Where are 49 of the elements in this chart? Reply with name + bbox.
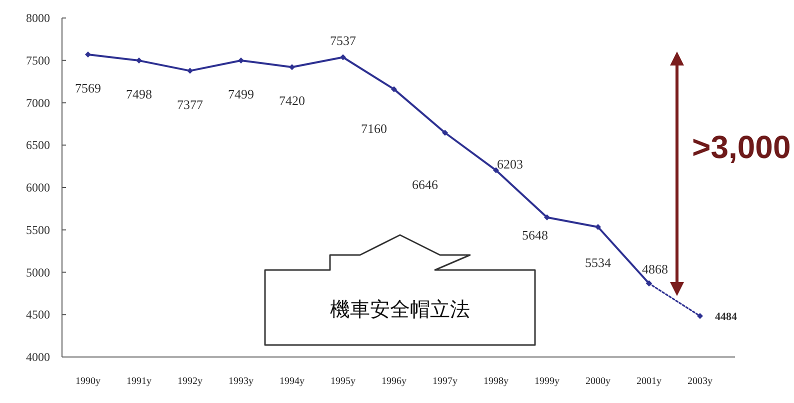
point <box>391 86 397 92</box>
data-label: 7537 <box>330 33 356 48</box>
x-tick-label: 1991y <box>126 376 152 387</box>
data-label: 7420 <box>279 93 305 108</box>
y-tick-label: 8000 <box>26 11 50 25</box>
point <box>187 68 193 74</box>
y-tick-label: 7500 <box>26 53 50 68</box>
x-tick-label: 1997y <box>432 376 458 387</box>
y-tick-label: 6500 <box>26 138 50 152</box>
x-tick-label: 2000y <box>586 376 610 387</box>
point <box>289 64 295 70</box>
point <box>493 167 499 174</box>
data-label: 5648 <box>522 227 548 242</box>
x-tick-label: 2001y <box>636 376 662 387</box>
point <box>442 130 448 136</box>
data-label: 7569 <box>75 80 101 96</box>
x-tick-label: 1993y <box>228 376 254 387</box>
x-tick-label: 1992y <box>178 376 202 387</box>
data-label: 7498 <box>126 86 152 102</box>
x-tick-label: 1994y <box>280 376 304 387</box>
x-tick-label: 1995y <box>330 376 356 387</box>
data-label: 7160 <box>361 121 387 136</box>
y-tick-label: 4500 <box>26 308 50 322</box>
point <box>238 57 244 64</box>
data-label: 4868 <box>642 261 668 276</box>
x-tick-label: 1990y <box>76 376 100 387</box>
data-label: 7377 <box>177 96 204 112</box>
data-label: 6646 <box>412 176 438 192</box>
y-tick-label: 5500 <box>26 222 50 237</box>
x-tick-label: 1999y <box>534 376 560 387</box>
point <box>340 54 346 60</box>
x-tick-label: 1998y <box>484 376 508 387</box>
point <box>595 224 601 230</box>
data-label: 4484 <box>715 310 738 323</box>
y-tick-label: 5000 <box>26 265 50 280</box>
annotation: >3,000 <box>692 129 791 165</box>
data-label: 7499 <box>228 86 254 102</box>
point <box>85 52 91 58</box>
data-label: 6203 <box>497 156 523 172</box>
point <box>544 214 550 220</box>
annotation: 機車安全帽立法 <box>330 299 470 321</box>
x-tick-label: 1996y <box>382 376 406 387</box>
y-tick-label: 6000 <box>26 180 50 194</box>
y-tick-label: 7000 <box>26 96 50 110</box>
point <box>136 58 142 64</box>
y-tick-label: 4000 <box>26 350 50 364</box>
data-label: 5534 <box>585 254 612 270</box>
point <box>697 312 703 319</box>
x-tick-label: 2003y <box>688 376 712 387</box>
